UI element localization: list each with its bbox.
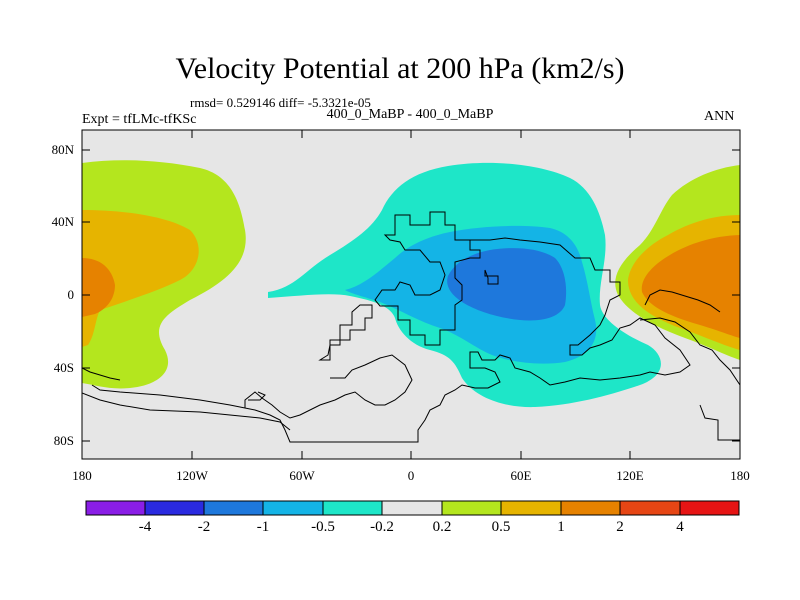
colorbar-label: -2 — [197, 519, 211, 535]
contour-neg1 — [447, 248, 567, 321]
x-tick-label: 60W — [289, 468, 315, 483]
y-tick-label: 40N — [51, 214, 74, 229]
colorbar-label: -0.5 — [311, 519, 335, 535]
y-axis-ticks — [82, 149, 740, 442]
colorbar — [85, 500, 740, 516]
colorbar-label: 2 — [616, 519, 624, 535]
colorbar-label: -4 — [138, 519, 152, 535]
x-axis-ticks — [191, 130, 631, 459]
colorbar-label: 1 — [557, 519, 565, 535]
contour-west-pos1 — [82, 258, 115, 317]
colorbar-box-6 — [441, 500, 502, 516]
coastlines — [82, 211, 740, 443]
colorbar-box-1 — [144, 500, 205, 516]
plot-title: Velocity Potential at 200 hPa (km2/s) — [175, 52, 625, 85]
x-tick-label: 180 — [730, 468, 750, 483]
colorbar-box-10 — [679, 500, 740, 516]
y-tick-label: 0 — [67, 287, 75, 302]
colorbar-box-7 — [500, 500, 562, 516]
case-label: 400_0_MaBP - 400_0_MaBP — [326, 107, 494, 122]
colorbar-box-4 — [322, 500, 383, 516]
colorbar-box-0 — [85, 500, 146, 516]
colorbar-label: 0.5 — [491, 519, 511, 535]
colorbar-box-8 — [560, 500, 621, 516]
contour-west-pos05 — [82, 210, 199, 347]
y-tick-label: 80S — [53, 433, 74, 448]
y-tick-label: 80N — [51, 142, 74, 157]
contour-east-pos1 — [641, 235, 740, 338]
season-label: ANN — [704, 109, 735, 124]
rmsd-diff-label: rmsd= 0.529146 diff= -5.3321e-05 — [190, 95, 371, 110]
x-tick-label: 0 — [407, 468, 415, 483]
x-tick-label: 120E — [616, 468, 644, 483]
x-tick-label: 60E — [510, 468, 532, 483]
colorbar-box-9 — [619, 500, 681, 516]
colorbar-box-2 — [203, 500, 264, 516]
colorbar-box-5 — [381, 500, 443, 516]
x-tick-label: 180 — [72, 468, 92, 483]
colorbar-label: -0.2 — [370, 519, 394, 535]
colorbar-label: 0.2 — [432, 519, 452, 535]
colorbar-label: -1 — [256, 519, 270, 535]
colorbar-label: 4 — [676, 519, 684, 535]
experiment-label: Expt = tfLMc-tfKSc — [82, 112, 197, 127]
y-tick-label: 40S — [53, 360, 74, 375]
x-tick-label: 120W — [176, 468, 208, 483]
colorbar-box-3 — [262, 500, 324, 516]
